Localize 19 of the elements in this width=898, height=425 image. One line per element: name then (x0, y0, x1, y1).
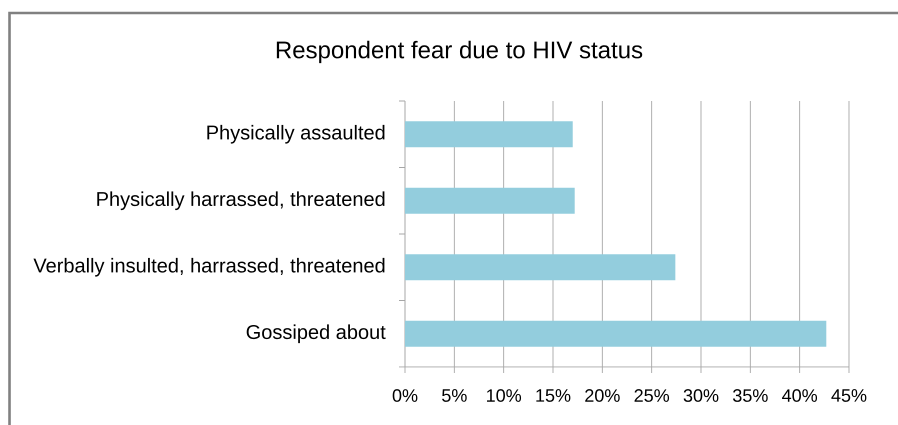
x-tick-label: 40% (782, 389, 818, 402)
x-tick-label: 0% (392, 389, 418, 402)
bar (405, 320, 826, 347)
x-tick-label: 30% (684, 389, 718, 402)
x-tick-label: 15% (536, 389, 570, 402)
x-tick-label: 10% (487, 389, 522, 402)
y-tick-label: Physically harrassed, threatened (97, 191, 384, 210)
y-tick-label: Gossiped about (246, 324, 386, 344)
y-tick-label: Physically assaulted (207, 124, 384, 144)
x-tick-label: 5% (442, 389, 467, 402)
x-tick-label: 45% (831, 389, 866, 402)
x-tick-label: 35% (733, 389, 768, 402)
x-tick-label: 20% (585, 389, 620, 402)
bar (405, 121, 573, 148)
bar (405, 188, 575, 214)
chart-title: Respondent fear due to HIV status (276, 40, 642, 64)
x-tick-label: 25% (634, 389, 670, 402)
bar (405, 254, 676, 280)
y-tick-label: Verbally insulted, harrassed, threatened (33, 258, 384, 277)
